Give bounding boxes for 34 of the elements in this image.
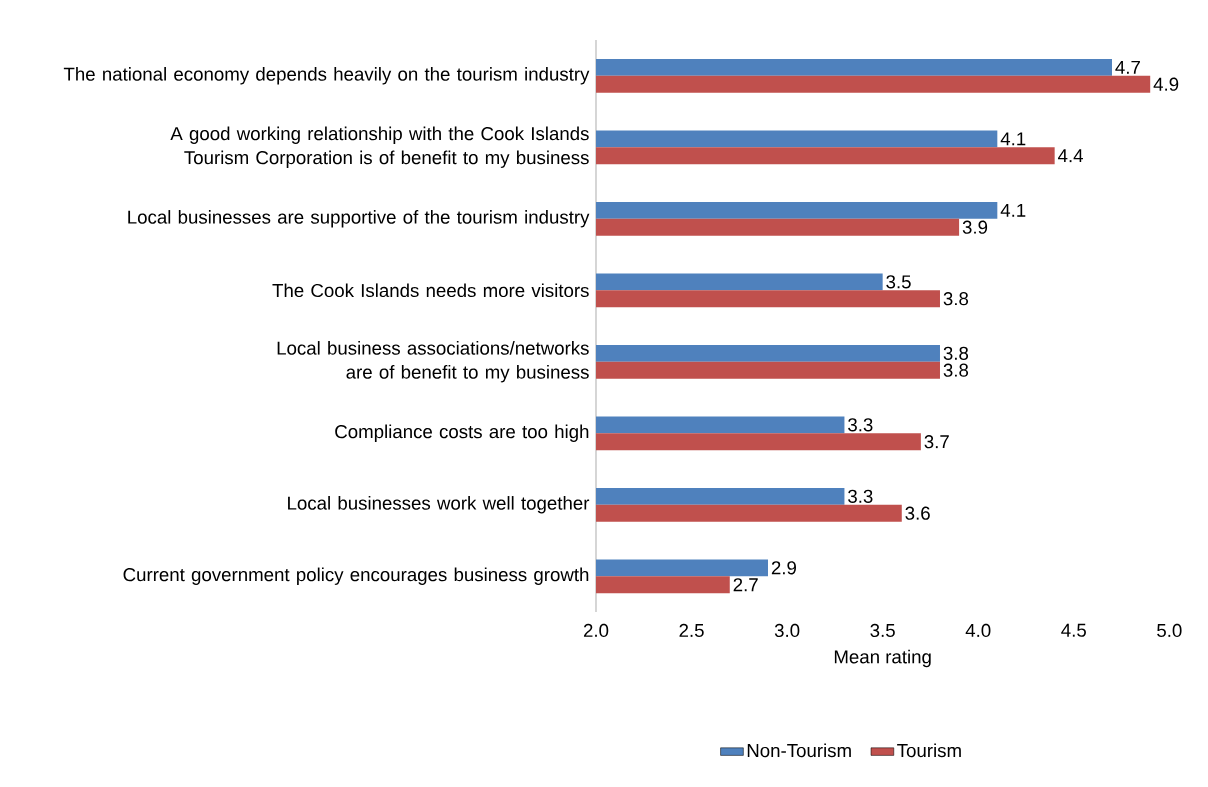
data-label: 4.4: [1058, 149, 1083, 163]
y-tick-label: Compliance costs are too high: [335, 424, 589, 443]
x-tick-label: 4.0: [965, 623, 991, 638]
data-label: 3.9: [962, 220, 988, 234]
data-label: 4.1: [1000, 132, 1026, 146]
y-tick-label: Local business associations/networks are of benefit to my business: [277, 341, 589, 383]
data-label: 3.6: [905, 506, 930, 520]
y-tick-label: A good working relationship with the Cook Islands Tourism Corporation is of benefit to my business: [170, 126, 589, 169]
data-label: 4.1: [1000, 204, 1026, 217]
y-tick-label: Local businesses are supportive of the tourism industry: [128, 210, 590, 228]
x-tick-label: 3.5: [870, 623, 895, 638]
data-label: 3.7: [924, 435, 949, 449]
data-label: 3.8: [943, 363, 969, 377]
x-tick-label: 2.5: [679, 623, 704, 638]
data-label: 3.5: [886, 275, 911, 289]
data-label: 2.9: [771, 561, 796, 575]
legend-label: Tourism: [897, 743, 961, 758]
data-label: 4.7: [1115, 61, 1140, 74]
y-tick-label: The national economy depends heavily on the tourism industry: [63, 67, 590, 85]
x-axis-title: Mean rating: [834, 649, 931, 668]
legend-label: Non-Tourism: [747, 743, 851, 758]
x-tick-label: 5.0: [1157, 623, 1182, 638]
x-tick-label: 4.5: [1061, 624, 1086, 638]
data-label: 3.3: [848, 418, 873, 432]
data-label: 4.9: [1153, 77, 1179, 91]
x-tick-label: 3.0: [774, 623, 800, 638]
data-label: 3.8: [943, 292, 969, 306]
y-tick-label: The Cook Islands needs more visitors: [272, 283, 589, 298]
data-label: 3.3: [848, 489, 873, 504]
x-tick-label: 2.0: [583, 623, 609, 638]
y-tick-label: Local businesses work well together: [288, 496, 590, 514]
data-label: 3.8: [943, 346, 969, 361]
data-label: 2.7: [733, 578, 758, 592]
y-tick-label: Current government policy encourages business growth: [123, 567, 589, 586]
